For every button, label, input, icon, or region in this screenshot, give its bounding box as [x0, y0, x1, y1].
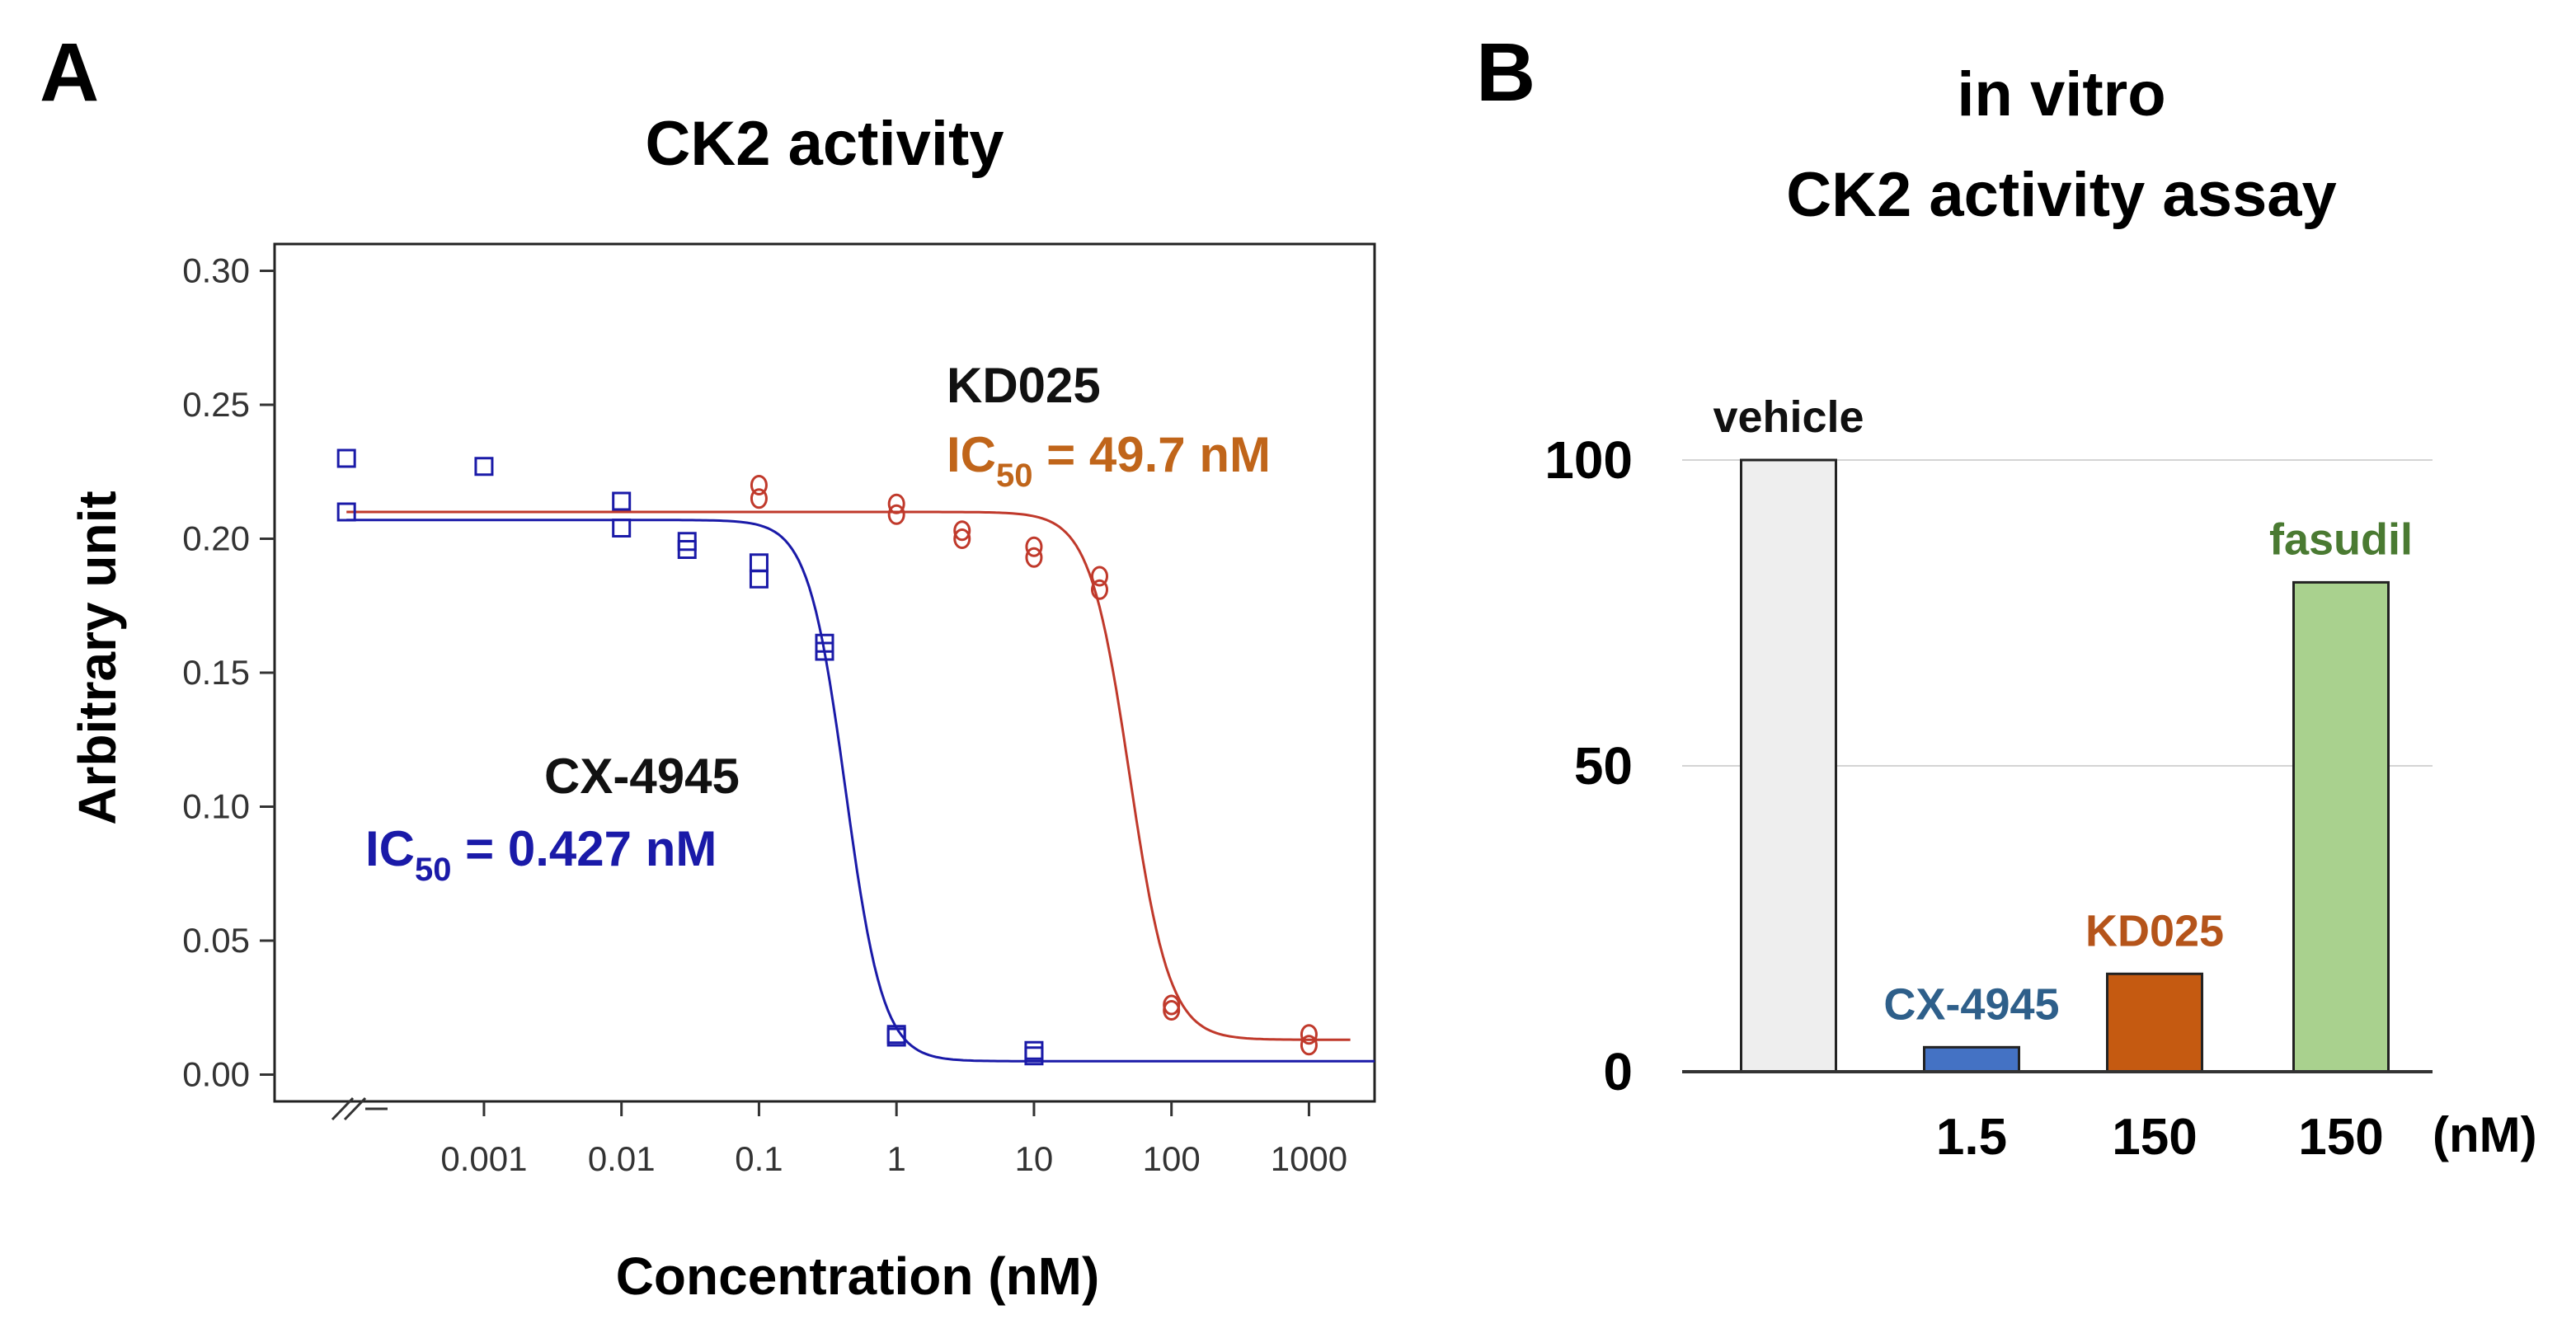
axis-break: [331, 1096, 388, 1121]
data-points: [336, 448, 1318, 1066]
fit-curves: [346, 510, 1375, 1063]
data-point: [1025, 536, 1043, 557]
data-point: [677, 540, 697, 559]
y-tick-label: 0.15: [182, 653, 250, 692]
x-tick-label: 1000: [1271, 1139, 1347, 1178]
panel-b-title-line-2: CK2 activity assay: [1786, 160, 2337, 230]
bar-category-label: KD025: [2085, 906, 2224, 955]
x-tick-label: 0.1: [735, 1139, 783, 1178]
y-tick-label: 0.30: [182, 251, 250, 290]
data-point: [1024, 1046, 1044, 1066]
bar-y-axis: 0 50 100: [1544, 430, 1633, 1101]
data-point: [886, 1027, 906, 1047]
y-axis-label: Arbitrary unit: [68, 491, 127, 824]
bar-labels: vehicle CX-4945 KD025 fasudil: [1713, 392, 2413, 1029]
x-tick-label: 1: [887, 1139, 906, 1178]
data-point: [749, 569, 769, 589]
panel-a-label: A: [40, 26, 99, 119]
data-point: [1091, 566, 1108, 587]
x-tick-label: 10: [1015, 1139, 1054, 1178]
bars: [1740, 458, 2390, 1073]
dose-label: 150: [2112, 1109, 2197, 1166]
panel-a-title: CK2 activity: [645, 109, 1004, 179]
data-point: [1025, 547, 1043, 568]
fit-curve: [346, 519, 1375, 1063]
cx4945-name-label: CX-4945: [544, 749, 740, 804]
data-point: [1091, 579, 1108, 600]
panel-b-label: B: [1476, 26, 1535, 119]
data-point: [749, 553, 769, 573]
x-axis-label: Concentration (nM): [616, 1246, 1100, 1306]
data-point: [750, 475, 768, 495]
dose-label: 150: [2298, 1109, 2383, 1166]
bar-category-label: vehicle: [1713, 392, 1864, 442]
bar: [1923, 1045, 2020, 1073]
plot-frame: [273, 242, 1376, 1103]
x-axis: 0.001 0.01 0.1 1 10 100 1000: [440, 1101, 1347, 1178]
y-tick-label: 0.10: [182, 787, 250, 826]
bar: [1740, 458, 1837, 1073]
dose-label: 1.5: [1936, 1109, 2007, 1166]
y-tick-label: 0.00: [182, 1055, 250, 1094]
bar-y-tick-label: 100: [1544, 430, 1633, 490]
x-tick-label: 0.001: [440, 1139, 527, 1178]
panel-b: B in vitro CK2 activity assay 0 50 100 veh…: [1476, 26, 2537, 1166]
data-point: [1163, 994, 1181, 1016]
y-tick-label: 0.05: [182, 921, 250, 960]
panel-b-title-line-1: in vitro: [1957, 59, 2165, 129]
bar-y-tick-label: 0: [1603, 1042, 1633, 1101]
kd025-name-label: KD025: [947, 358, 1101, 413]
bar: [2292, 580, 2390, 1073]
cx4945-ic50-label: IC50 = 0.427 nM: [365, 821, 717, 888]
bar-category-label: fasudil: [2269, 514, 2413, 564]
kd025-ic50-label: IC50 = 49.7 nM: [947, 427, 1271, 494]
dose-labels: 1.5 150 150: [1936, 1109, 2384, 1166]
data-point: [336, 448, 356, 468]
data-point: [1300, 1035, 1318, 1056]
data-point: [815, 641, 834, 661]
bar: [2106, 972, 2203, 1073]
panel-a: A CK2 activity 0.000.050.100.150.200.250…: [40, 26, 1376, 1306]
y-tick-label: 0.25: [182, 385, 250, 424]
data-point: [953, 520, 971, 542]
data-point: [612, 519, 632, 538]
data-point: [336, 502, 356, 522]
data-point: [474, 457, 494, 477]
x-tick-label: 100: [1143, 1139, 1201, 1178]
bar-category-label: CX-4945: [1883, 979, 2059, 1029]
y-axis: 0.00 0.05 0.10 0.15 0.20 0.25 0.30: [182, 251, 275, 1094]
data-point: [612, 491, 632, 511]
x-tick-label: 0.01: [588, 1139, 656, 1178]
y-tick-label: 0.20: [182, 519, 250, 558]
data-point: [887, 504, 905, 525]
fit-curve: [346, 510, 1351, 1041]
data-point: [953, 528, 971, 549]
data-point: [1163, 1000, 1181, 1021]
data-point: [1300, 1024, 1318, 1045]
bar-y-tick-label: 50: [1574, 736, 1633, 796]
data-point: [887, 493, 905, 514]
data-point: [1024, 1040, 1044, 1060]
data-point: [750, 488, 768, 509]
dose-unit-label: (nM): [2433, 1107, 2537, 1162]
